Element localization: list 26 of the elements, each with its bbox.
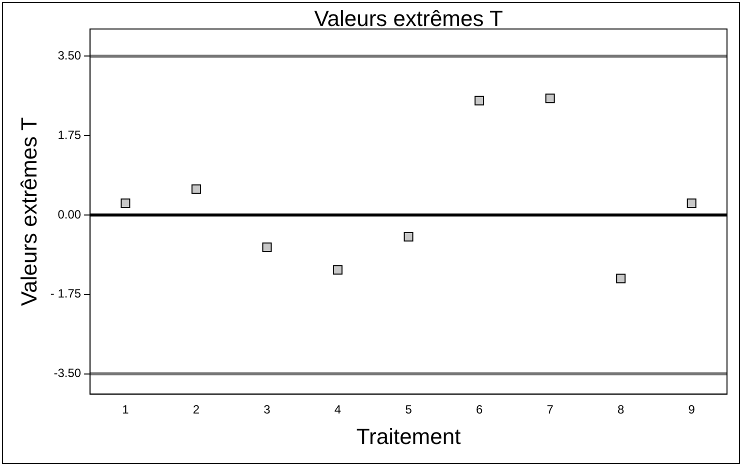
point — [474, 96, 484, 106]
y-tick-label: 0.00 — [58, 207, 82, 222]
x-tick-label: 2 — [192, 402, 200, 417]
y-tick-label: - 1.75 — [50, 286, 82, 301]
x-tick-label: 8 — [618, 402, 625, 417]
point — [616, 274, 626, 284]
chart-title: Valeurs extrêmes T — [314, 6, 503, 32]
y-tick-label: 3.50 — [58, 48, 82, 63]
x-tick-label: 5 — [405, 402, 412, 417]
y-tick-label: -3.50 — [54, 366, 82, 380]
x-tick-label: 1 — [122, 402, 130, 417]
x-tick-label: 9 — [688, 402, 696, 417]
x-tick-label: 3 — [264, 402, 271, 417]
point — [333, 265, 343, 275]
x-tick-label: 7 — [546, 402, 554, 417]
x-axis-title: Traitement — [356, 424, 461, 449]
point — [262, 242, 272, 252]
point — [120, 198, 130, 208]
point — [404, 232, 414, 242]
point — [686, 198, 696, 208]
x-tick-label: 6 — [476, 402, 483, 417]
point — [545, 94, 555, 104]
y-tick-label: 1.75 — [58, 128, 82, 142]
point — [191, 184, 201, 194]
x-tick-label: 4 — [334, 402, 342, 417]
y-axis-title: Valeurs extrêmes T — [16, 117, 42, 306]
